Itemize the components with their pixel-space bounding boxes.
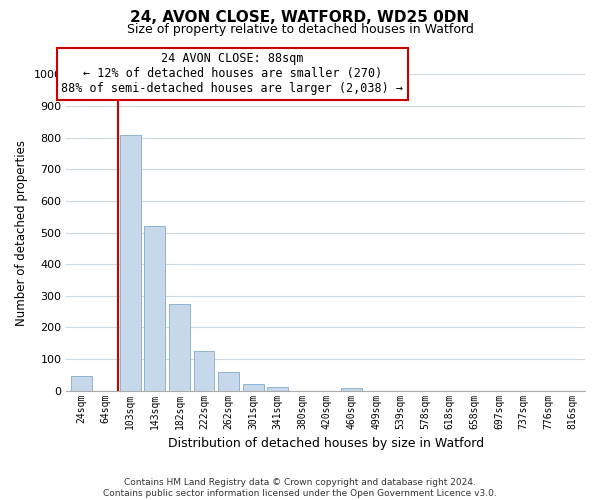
Bar: [268, 387, 288, 390]
Bar: [194, 351, 214, 391]
Text: Contains HM Land Registry data © Crown copyright and database right 2024.
Contai: Contains HM Land Registry data © Crown c…: [103, 478, 497, 498]
Bar: [71, 376, 92, 390]
Bar: [243, 384, 263, 390]
Bar: [218, 372, 239, 390]
X-axis label: Distribution of detached houses by size in Watford: Distribution of detached houses by size …: [167, 437, 484, 450]
Text: 24, AVON CLOSE, WATFORD, WD25 0DN: 24, AVON CLOSE, WATFORD, WD25 0DN: [130, 10, 470, 25]
Bar: [341, 388, 362, 390]
Text: Size of property relative to detached houses in Watford: Size of property relative to detached ho…: [127, 22, 473, 36]
Text: 24 AVON CLOSE: 88sqm
← 12% of detached houses are smaller (270)
88% of semi-deta: 24 AVON CLOSE: 88sqm ← 12% of detached h…: [61, 52, 403, 96]
Bar: [120, 134, 141, 390]
Bar: [145, 226, 166, 390]
Y-axis label: Number of detached properties: Number of detached properties: [15, 140, 28, 326]
Bar: [169, 304, 190, 390]
